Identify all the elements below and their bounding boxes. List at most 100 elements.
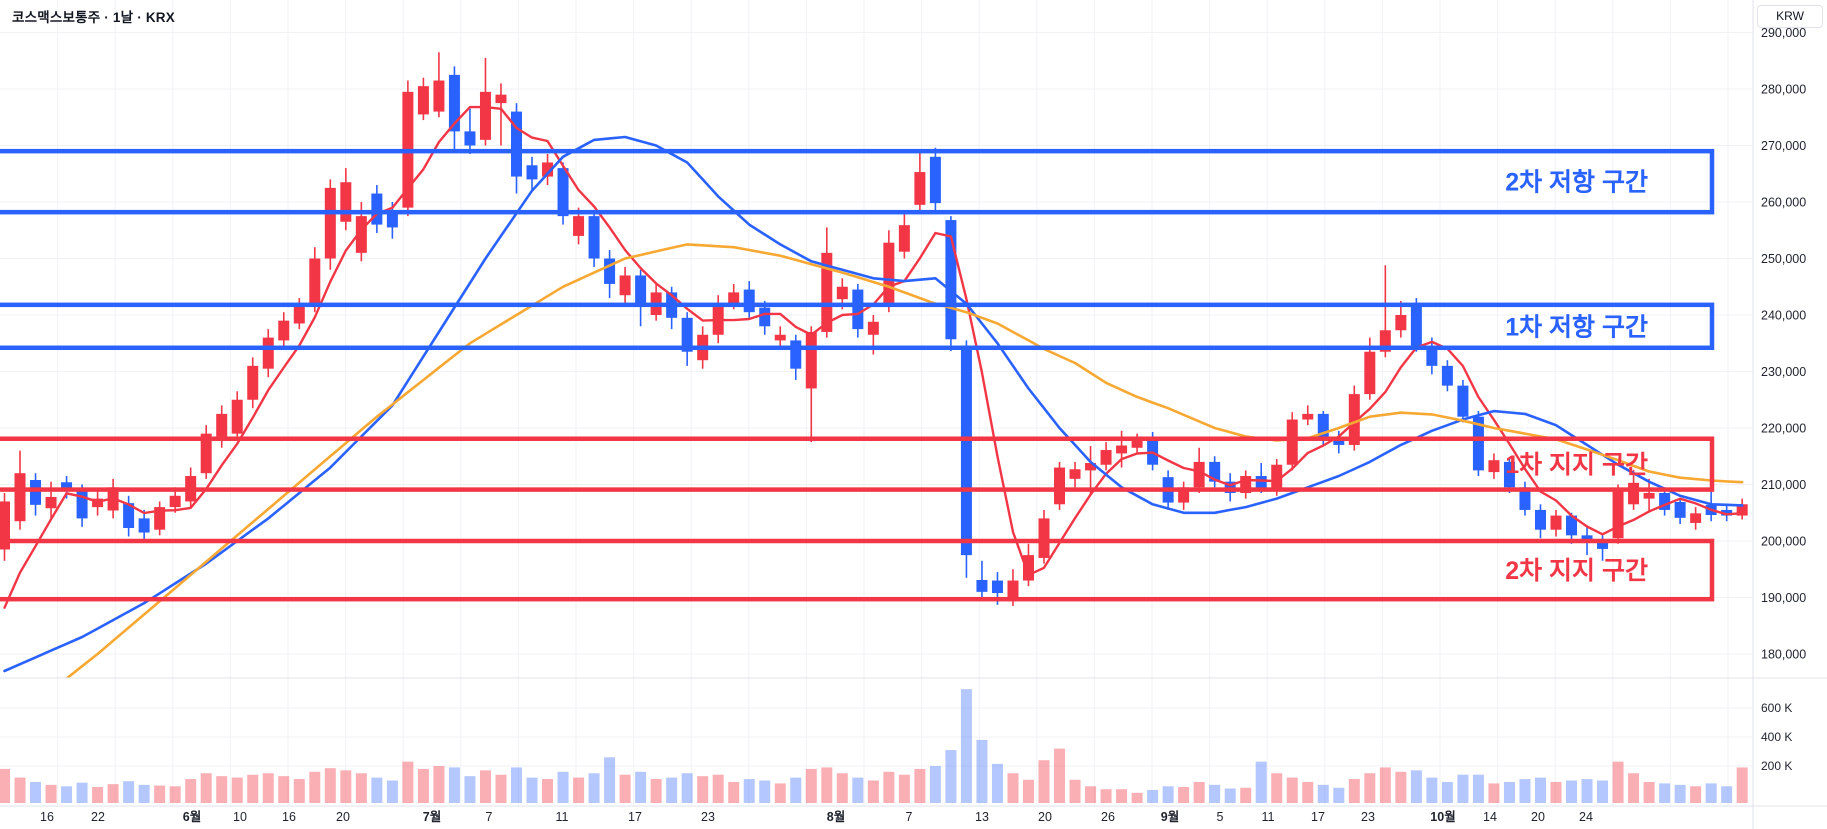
grid-lines	[0, 0, 1753, 806]
candle-body	[1457, 385, 1469, 417]
candle-body	[293, 303, 305, 324]
candle-body	[247, 365, 259, 400]
candle-body	[790, 340, 802, 369]
volume-bar	[1022, 779, 1034, 803]
currency-toggle[interactable]: KRW	[1757, 5, 1823, 28]
volume-bar	[107, 784, 119, 803]
candle-body	[1178, 487, 1190, 503]
candle-body	[759, 307, 771, 327]
candle-body	[945, 220, 957, 340]
candle-body	[216, 413, 228, 437]
volume-bar	[1209, 784, 1221, 803]
candle-body	[1209, 461, 1221, 482]
volume-bar	[635, 771, 647, 803]
volume-bar	[1659, 783, 1671, 803]
time-axis[interactable]: 16 22 6월 10 16 20 7월 7 11 17 23 8월 7 13 20 26 9월 5 11 17 23 1…	[40, 809, 1593, 824]
time-tick-label: 13	[975, 810, 989, 824]
volume-bar	[728, 781, 740, 803]
price-tick-label: 180,000	[1761, 648, 1806, 662]
candle-body	[1395, 315, 1407, 331]
volume-bar	[604, 757, 616, 803]
candle-body	[774, 334, 786, 341]
volume-bar	[1410, 770, 1422, 803]
support-zone-1[interactable]: 1차 지지 구간	[0, 436, 1715, 492]
candle-body	[1581, 535, 1593, 543]
support-zone-2-box[interactable]	[0, 538, 1715, 602]
volume-bar	[1457, 774, 1469, 803]
candle-body	[1348, 394, 1360, 445]
candle-body	[1534, 509, 1546, 530]
volume-bar	[231, 777, 243, 803]
time-month-label: 10월	[1430, 809, 1455, 824]
volume-bar	[1721, 786, 1733, 803]
candle-body	[231, 399, 243, 434]
candle-body	[510, 111, 522, 177]
candle-body	[123, 503, 135, 529]
time-tick-label: 24	[1579, 810, 1593, 824]
resistance-zone-1-box[interactable]	[0, 302, 1715, 351]
volume-tick-label: 400 K	[1761, 730, 1792, 744]
support-zone-2-label: 2차 지지 구간	[1505, 557, 1648, 585]
volume-bar	[991, 763, 1003, 803]
support-zone-2[interactable]: 2차 지지 구간	[0, 538, 1715, 602]
volume-bar	[433, 766, 445, 803]
candle-body	[14, 473, 26, 522]
volume-bar	[76, 782, 88, 803]
volume-bar	[1333, 787, 1345, 803]
volume-bar	[1271, 773, 1283, 803]
candle-body	[1007, 580, 1019, 601]
volume-bar	[1395, 771, 1407, 803]
support-zone-1-box[interactable]	[0, 436, 1715, 492]
volume-tick-label: 600 K	[1761, 701, 1792, 715]
candle-body	[1426, 346, 1438, 366]
volume-bar	[759, 780, 771, 803]
volume-bar	[45, 784, 57, 803]
candle-body	[960, 346, 972, 556]
volume-bar	[1426, 777, 1438, 803]
candle-body	[1271, 464, 1283, 491]
volume-bar	[1131, 792, 1143, 803]
resistance-zone-2-box[interactable]	[0, 148, 1715, 215]
candle-body	[526, 165, 538, 180]
candle-body	[1038, 518, 1050, 558]
time-tick-label: 20	[1038, 810, 1052, 824]
volume-bar	[557, 771, 569, 803]
time-month-label: 8월	[827, 809, 845, 824]
volume-bar	[1364, 773, 1376, 803]
candle-body	[417, 86, 429, 115]
volume-bar	[929, 766, 941, 803]
volume-bar	[1628, 773, 1640, 803]
price-axis[interactable]: 290,000 280,000 270,000 260,000 250,000 240,0…	[1761, 26, 1806, 773]
volume-bar	[1705, 783, 1717, 803]
candle-body	[743, 289, 755, 313]
volume-bar	[697, 776, 709, 803]
volume-bar	[123, 781, 135, 803]
volume-bar	[1240, 787, 1252, 803]
time-tick-label: 5	[1217, 810, 1224, 824]
volume-bar	[324, 768, 336, 803]
volume-bar	[1441, 781, 1453, 803]
time-tick-label: 11	[1262, 810, 1275, 824]
candle-body	[1069, 469, 1081, 479]
volume-bar	[1612, 761, 1624, 803]
time-tick-label: 7	[486, 810, 493, 824]
ma-mid-line	[3, 135, 1744, 673]
time-month-label: 7월	[423, 809, 441, 824]
candle-body	[76, 490, 88, 519]
resistance-zone-2[interactable]: 2차 저항 구간	[0, 148, 1715, 215]
candle-body	[324, 187, 336, 259]
candle-body	[635, 275, 647, 307]
volume-bar	[976, 739, 988, 803]
resistance-zone-1[interactable]: 1차 저항 구간	[0, 302, 1715, 351]
volume-bar	[774, 783, 786, 803]
volume-bar	[666, 777, 678, 803]
resistance-zone-2-label: 2차 저항 구간	[1505, 169, 1648, 197]
volume-bar	[14, 777, 26, 803]
volume-bar	[914, 768, 926, 803]
volume-bar	[1379, 767, 1391, 803]
volume-bar	[355, 773, 367, 803]
volume-bar	[821, 767, 833, 803]
candle-body	[1240, 476, 1252, 493]
